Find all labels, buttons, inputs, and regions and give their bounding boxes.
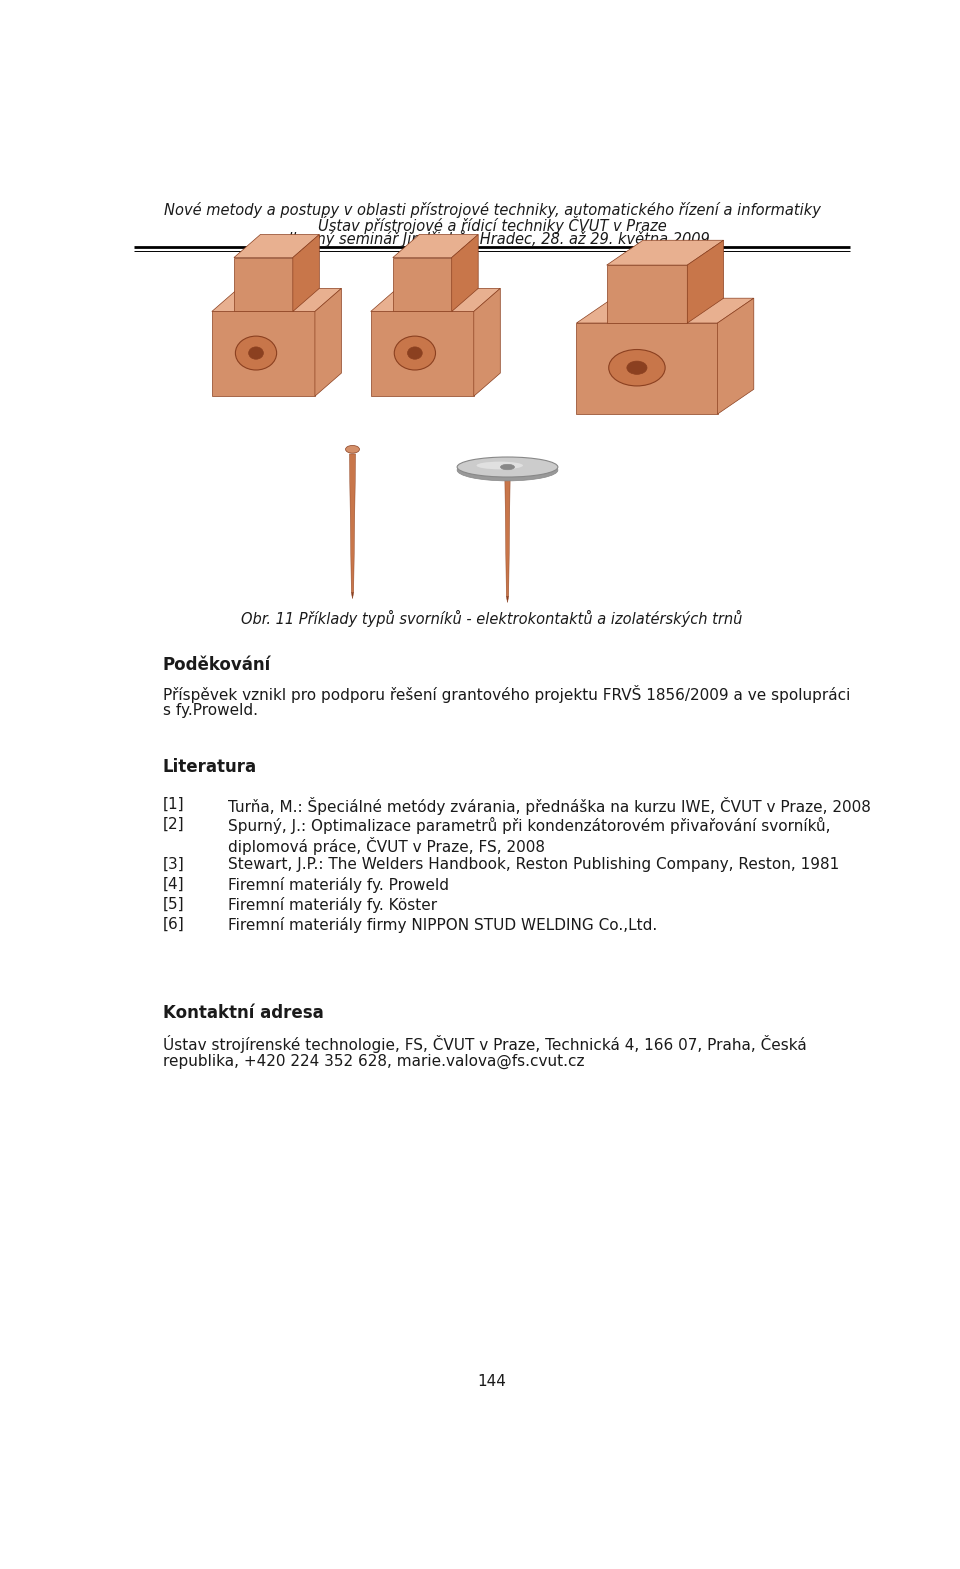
Ellipse shape — [627, 361, 647, 375]
Bar — [212, 312, 315, 397]
Text: Literatura: Literatura — [162, 758, 256, 777]
Polygon shape — [371, 289, 500, 312]
Text: Turňa, M.: Špeciálné metódy zvárania, přednáška na kurzu IWE, ČVUT v Praze, 2008: Turňa, M.: Špeciálné metódy zvárania, př… — [228, 797, 872, 814]
Bar — [576, 323, 717, 414]
Polygon shape — [315, 289, 342, 397]
Text: [4]: [4] — [162, 877, 184, 891]
Ellipse shape — [235, 336, 276, 370]
Text: Firemní materiály fy. Proweld: Firemní materiály fy. Proweld — [228, 877, 449, 893]
Polygon shape — [505, 474, 510, 596]
Text: Spurný, J.: Optimalizace parametrů při kondenzátorovém přivařování svorníků,: Spurný, J.: Optimalizace parametrů při k… — [228, 816, 831, 833]
Text: 144: 144 — [477, 1374, 507, 1389]
Polygon shape — [717, 298, 754, 414]
Text: Poděkování: Poděkování — [162, 656, 271, 675]
Text: Kontaktní adresa: Kontaktní adresa — [162, 1004, 324, 1023]
Ellipse shape — [476, 461, 523, 469]
Text: [5]: [5] — [162, 896, 184, 912]
Text: Firemní materiály firmy NIPPON STUD WELDING Co.,Ltd.: Firemní materiály firmy NIPPON STUD WELD… — [228, 916, 658, 932]
Polygon shape — [234, 234, 320, 257]
Polygon shape — [607, 240, 724, 265]
Text: [6]: [6] — [162, 916, 184, 932]
Ellipse shape — [249, 347, 263, 359]
Polygon shape — [293, 234, 320, 312]
Polygon shape — [687, 240, 724, 323]
Text: republika, +420 224 352 628, marie.valova@fs.cvut.cz: republika, +420 224 352 628, marie.valov… — [162, 1054, 584, 1068]
Ellipse shape — [346, 446, 359, 453]
Ellipse shape — [500, 464, 515, 469]
Text: Ústav přístrojové a řídicí techniky ČVUT v Praze: Ústav přístrojové a řídicí techniky ČVUT… — [318, 217, 666, 234]
Bar — [234, 257, 293, 312]
Text: Stewart, J.P.: The Welders Handbook, Reston Publishing Company, Reston, 1981: Stewart, J.P.: The Welders Handbook, Res… — [228, 857, 840, 872]
Polygon shape — [452, 234, 478, 312]
Text: [2]: [2] — [162, 816, 184, 832]
Polygon shape — [212, 289, 342, 312]
Bar — [371, 312, 474, 397]
Ellipse shape — [408, 347, 422, 359]
Text: Obr. 11 Příklady typů svorníků - elektrokontaktů a izolatérských trnů: Obr. 11 Příklady typů svorníků - elektro… — [241, 610, 743, 628]
Ellipse shape — [395, 336, 436, 370]
Ellipse shape — [457, 457, 558, 477]
Text: Příspěvek vznikl pro podporu řešení grantového projektu FRVŠ 1856/2009 a ve spol: Příspěvek vznikl pro podporu řešení gran… — [162, 686, 850, 703]
Polygon shape — [393, 234, 478, 257]
Bar — [393, 257, 452, 312]
Ellipse shape — [609, 350, 665, 386]
Text: s fy.Proweld.: s fy.Proweld. — [162, 703, 257, 719]
Polygon shape — [349, 453, 355, 593]
Text: Firemní materiály fy. Köster: Firemní materiály fy. Köster — [228, 896, 438, 913]
Bar — [607, 265, 687, 323]
Ellipse shape — [457, 460, 558, 480]
Text: diplomová práce, ČVUT v Praze, FS, 2008: diplomová práce, ČVUT v Praze, FS, 2008 — [228, 836, 545, 855]
Polygon shape — [506, 596, 509, 602]
Text: Ústav strojírenské technologie, FS, ČVUT v Praze, Technická 4, 166 07, Praha, Če: Ústav strojírenské technologie, FS, ČVUT… — [162, 1036, 806, 1053]
Text: [1]: [1] — [162, 797, 184, 811]
Text: [3]: [3] — [162, 857, 184, 872]
Text: Nové metody a postupy v oblasti přístrojové techniky, automatického řízení a inf: Nové metody a postupy v oblasti přístroj… — [163, 202, 821, 218]
Polygon shape — [576, 298, 754, 323]
Polygon shape — [474, 289, 500, 397]
Polygon shape — [351, 593, 353, 599]
Text: odborný seminář Jindřichův Hradec, 28. až 29. května 2009: odborný seminář Jindřichův Hradec, 28. a… — [275, 231, 709, 246]
